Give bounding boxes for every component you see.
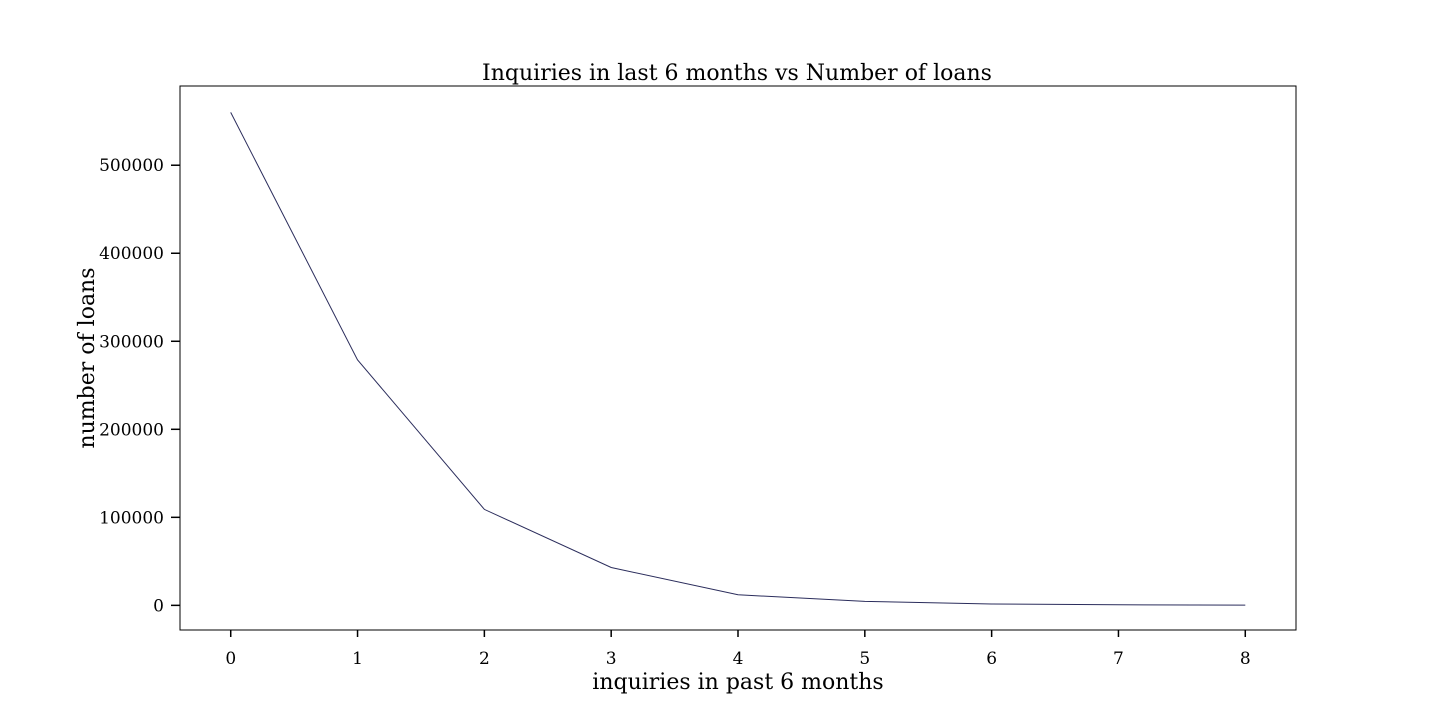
chart-title: Inquiries in last 6 months vs Number of … (482, 61, 992, 86)
x-tick-label: 4 (733, 649, 744, 669)
x-tick-label: 0 (225, 649, 236, 669)
x-tick-label: 8 (1240, 649, 1251, 669)
y-tick-label: 200000 (99, 420, 164, 440)
y-tick-label: 0 (153, 596, 164, 616)
y-tick-label: 100000 (99, 508, 164, 528)
x-axis-label: inquiries in past 6 months (592, 670, 883, 695)
x-tick-label: 1 (352, 649, 363, 669)
x-tick-label: 7 (1113, 649, 1124, 669)
x-tick-label: 2 (479, 649, 490, 669)
y-axis: 0 100000 200000 300000 400000 500000 (99, 156, 180, 616)
series-line (230, 112, 1246, 606)
plot-frame (179, 85, 1297, 631)
y-tick-label: 300000 (99, 332, 164, 352)
y-tick-label: 400000 (99, 244, 164, 264)
x-axis: 0 1 2 3 4 5 6 7 8 (225, 630, 1251, 669)
x-tick-label: 3 (606, 649, 617, 669)
x-tick-label: 6 (986, 649, 997, 669)
y-axis-label: number of loans (75, 267, 100, 448)
y-tick-label: 500000 (99, 156, 164, 176)
x-tick-label: 5 (859, 649, 870, 669)
